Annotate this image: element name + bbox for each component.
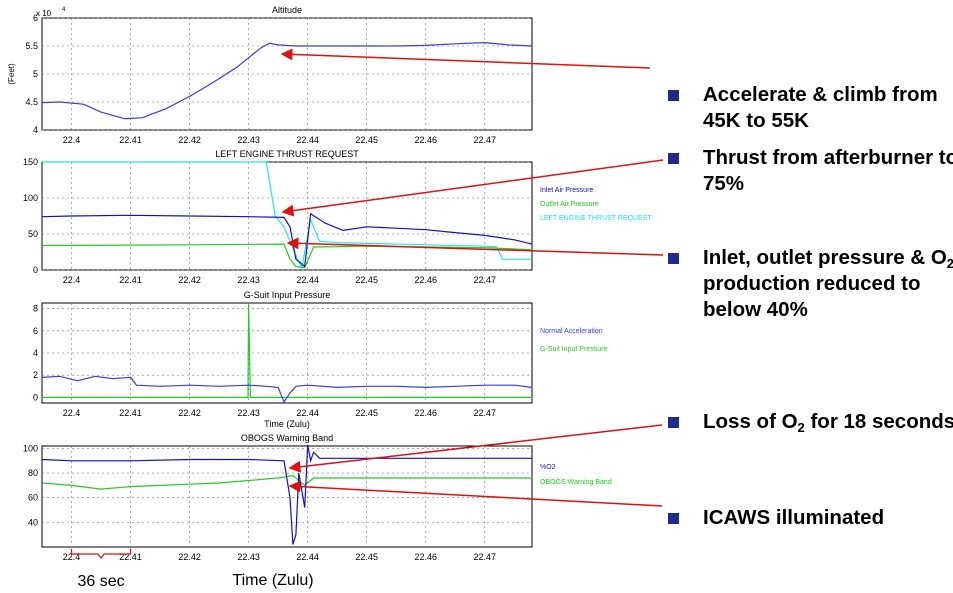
y-tick-label: 40: [28, 517, 38, 527]
series-line: [42, 161, 532, 270]
x-tick-label: 22.41: [119, 275, 142, 285]
annotation-arrow: [286, 237, 664, 256]
plot-area: [41, 445, 533, 548]
x-tick-label: 22.43: [237, 408, 260, 418]
bullet-loss-o2: Loss of O2 for 18 seconds: [668, 409, 953, 435]
series-line: [42, 304, 532, 398]
legend-entry: OBOGS Warning Band: [540, 479, 612, 486]
annotation-arrow: [288, 480, 663, 507]
x-tick-label: 22.46: [414, 135, 437, 145]
time-axis-label: Time (Zulu): [232, 572, 313, 589]
x-tick-label: 22.47: [474, 552, 497, 562]
legend-entry: Outlet Air Pressure: [540, 201, 599, 208]
bullet-pressure: Inlet, outlet pressure & O2 production r…: [668, 245, 953, 323]
annotation-arrow: [288, 424, 663, 473]
legend-entry: Inlet Air Pressure: [540, 187, 593, 194]
y-tick-label: 4: [33, 348, 38, 358]
bullet-square-icon: [668, 417, 679, 428]
y-tick-label: 6: [33, 326, 38, 336]
x-tick-label: 22.43: [237, 275, 260, 285]
x-tick-label: 22.43: [237, 135, 260, 145]
y-tick-label: 0: [33, 392, 38, 402]
y-tick-label: 6: [33, 13, 38, 23]
x-tick-label: 22.46: [414, 408, 437, 418]
chart-title: Altitude: [272, 5, 302, 15]
series-line: [41, 212, 533, 268]
x-tick-label: 22.45: [355, 135, 378, 145]
x-tick-label: 22.47: [474, 408, 497, 418]
y-tick-label: 5.5: [25, 41, 38, 51]
x-tick-label: 22.44: [296, 552, 319, 562]
x-tick-label: 22.4: [63, 275, 81, 285]
x-tick-label: 22.41: [119, 408, 142, 418]
x-tick-label: 22.44: [296, 408, 319, 418]
annotation-arrow: [281, 159, 664, 217]
interval-label: 36 sec: [77, 573, 124, 590]
chart-title: OBOGS Warning Band: [241, 433, 333, 443]
x-tick-label: 22.42: [178, 552, 201, 562]
y-tick-label: 4: [33, 125, 38, 135]
bullet-thrust: Thrust from afterburner to 75%: [668, 145, 953, 197]
bullet-text: Accelerate & climb from 45K to 55K: [703, 83, 938, 132]
axis-exponent: x 10: [36, 9, 52, 18]
y-tick-label: 80: [28, 468, 38, 478]
legend-entry: Normal Acceleration: [540, 328, 603, 335]
bullet-text: Inlet, outlet pressure & O2 production r…: [703, 246, 953, 321]
x-tick-label: 22.4: [63, 552, 81, 562]
x-tick-label: 22.42: [178, 408, 201, 418]
x-tick-label: 22.41: [119, 135, 142, 145]
x-tick-label: 22.44: [296, 275, 319, 285]
x-tick-label: 22.44: [296, 135, 319, 145]
y-tick-label: 8: [33, 304, 38, 314]
series-line: [41, 375, 533, 404]
x-tick-label: 22.42: [178, 135, 201, 145]
x-axis-label: Time (Zulu): [264, 419, 310, 429]
series-line: [41, 474, 532, 490]
annotation-bullets: Accelerate & climb from 45K to 55K Thrus…: [668, 0, 953, 593]
series-line: [41, 444, 532, 545]
y-tick-label: 5: [33, 69, 38, 79]
bullet-text: ICAWS illuminated: [703, 506, 885, 529]
x-tick-label: 22.41: [119, 552, 142, 562]
bullet-square-icon: [668, 153, 679, 164]
x-tick-label: 22.45: [355, 408, 378, 418]
x-tick-label: 22.4: [63, 408, 81, 418]
x-tick-label: 22.45: [355, 552, 378, 562]
bullet-text: Thrust from afterburner to 75%: [703, 146, 953, 195]
y-tick-label: 100: [23, 193, 38, 203]
x-tick-label: 22.46: [414, 275, 437, 285]
y-axis-label: (Feet): [7, 63, 16, 85]
legend-entry: G-Suit Input Pressure: [540, 346, 607, 353]
x-tick-label: 22.46: [414, 552, 437, 562]
bullet-square-icon: [668, 90, 679, 101]
series-line: [41, 41, 533, 120]
bullet-accelerate: Accelerate & climb from 45K to 55K: [668, 82, 953, 134]
chart-title: G-Suit Input Pressure: [244, 290, 331, 300]
x-tick-label: 22.42: [178, 275, 201, 285]
bullet-square-icon: [668, 513, 679, 524]
bullet-text: Loss of O2 for 18 seconds: [703, 410, 953, 435]
annotation-arrow: [280, 48, 651, 69]
y-tick-label: 0: [33, 265, 38, 275]
x-tick-label: 22.47: [474, 135, 497, 145]
x-tick-label: 22.43: [237, 552, 260, 562]
bullet-square-icon: [668, 253, 679, 264]
y-tick-label: 100: [23, 443, 38, 453]
chart-title: LEFT ENGINE THRUST REQUEST: [215, 149, 359, 159]
x-tick-label: 22.47: [474, 275, 497, 285]
legend-entry: LEFT ENGINE THRUST REQUEST: [540, 215, 652, 222]
interval-bracket: [70, 549, 132, 560]
y-tick-label: 150: [23, 157, 38, 167]
series-line: [41, 243, 533, 269]
y-tick-label: 4.5: [25, 97, 38, 107]
x-tick-label: 22.4: [63, 135, 81, 145]
y-tick-label: 60: [28, 493, 38, 503]
x-tick-label: 22.45: [355, 275, 378, 285]
legend-entry: %O2: [540, 464, 556, 471]
bullet-icaws: ICAWS illuminated: [668, 505, 953, 531]
y-tick-label: 2: [33, 370, 38, 380]
axis-exponent-power: 4: [62, 7, 66, 13]
y-tick-label: 50: [28, 229, 38, 239]
